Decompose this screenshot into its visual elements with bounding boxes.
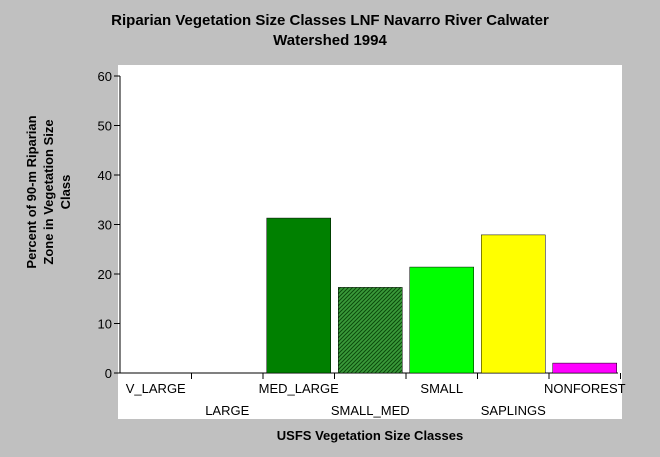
x-tick-label: NONFOREST (544, 381, 626, 396)
y-tick-label: 30 (98, 218, 112, 233)
y-tick-label: 0 (105, 366, 112, 381)
bar-small-med (338, 287, 403, 374)
y-tick-label: 10 (98, 317, 112, 332)
bar-small (409, 266, 474, 374)
y-tick-label: 20 (98, 267, 112, 282)
y-tick-label: 50 (98, 119, 112, 134)
y-tick-label: 40 (98, 168, 112, 183)
chart-title: Riparian Vegetation Size Classes LNF Nav… (0, 11, 660, 51)
bar-saplings (481, 234, 546, 374)
y-tick-label: 60 (98, 69, 112, 84)
bar-nonforest (552, 362, 617, 374)
x-tick-label: SAPLINGS (481, 403, 546, 418)
chart-title-line-2: Watershed 1994 (273, 32, 387, 49)
x-tick-label: LARGE (205, 403, 249, 418)
x-axis-label: USFS Vegetation Size Classes (276, 428, 464, 443)
x-tick-label: SMALL_MED (331, 403, 410, 418)
x-tick-label: V_LARGE (126, 381, 186, 396)
x-tick-label: SMALL (420, 381, 463, 396)
bar-med-large (266, 217, 331, 374)
x-tick-label: MED_LARGE (259, 381, 340, 396)
chart-title-line-1: Riparian Vegetation Size Classes LNF Nav… (111, 12, 549, 29)
